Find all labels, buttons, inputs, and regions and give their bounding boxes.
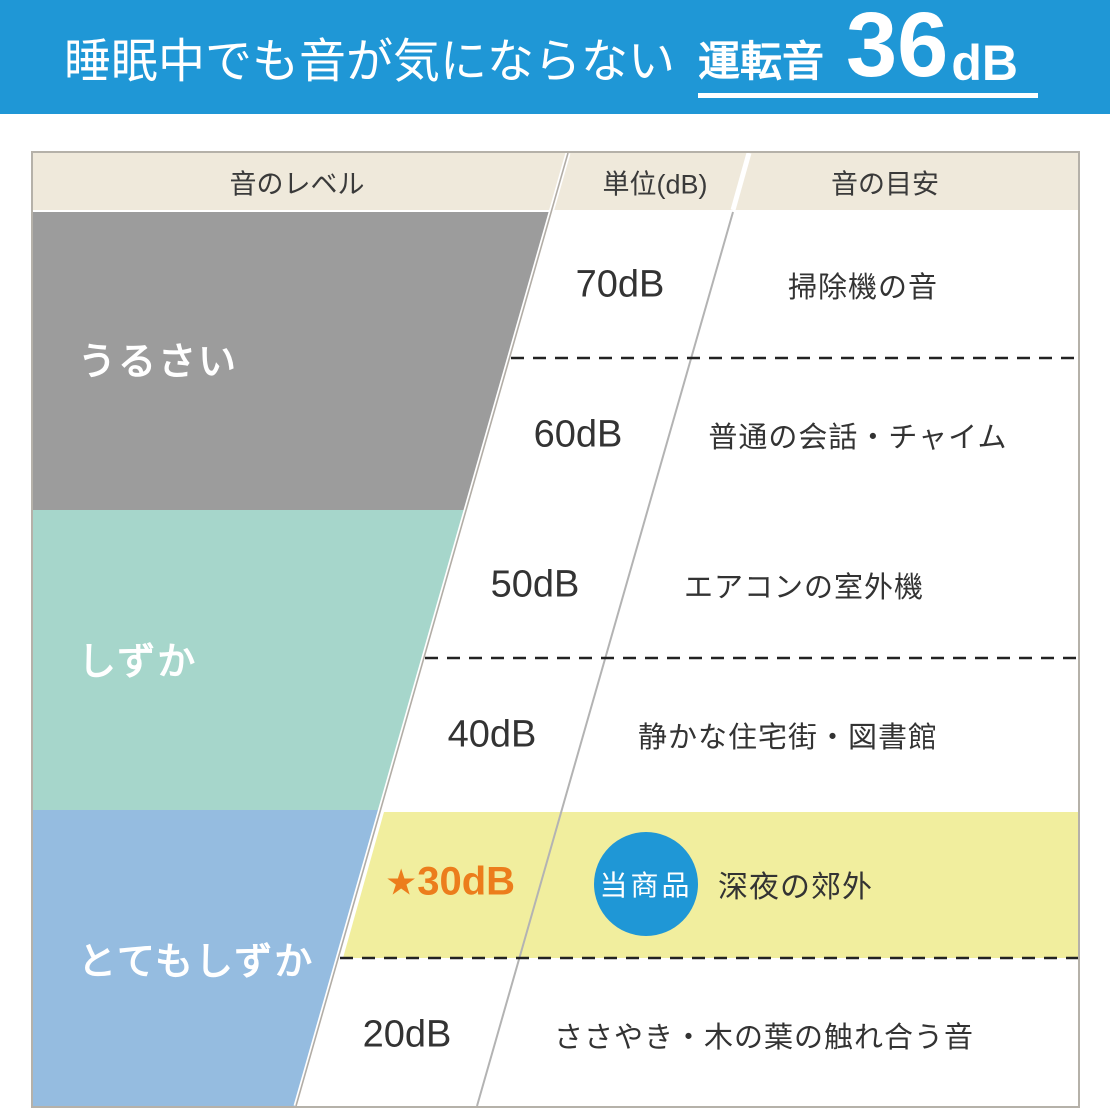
db-value-30-product: ★30dB (385, 860, 515, 905)
spec-unit: dB (951, 35, 1019, 91)
section-label-quiet: しずか (78, 641, 198, 684)
reference-library: 静かな住宅街・図書館 (637, 722, 939, 754)
spec-underline (698, 93, 1038, 98)
operating-sound-spec: 運転音 36 dB (698, 0, 1043, 96)
db-value-20: 20dB (362, 1013, 452, 1056)
section-very-quiet-shape (33, 810, 381, 1106)
product-highlight-band (343, 812, 1078, 958)
db-value-40: 40dB (447, 713, 537, 756)
banner-headline: 睡眠中でも音が気にならない (64, 34, 675, 88)
spec-label: 運転音 (698, 38, 825, 85)
reference-conversation: 普通の会話・チャイム (708, 422, 1008, 454)
star-icon: ★ (384, 861, 418, 903)
db-value-60: 60dB (533, 413, 623, 456)
spec-value: 36 (846, 0, 949, 96)
section-label-very-quiet: とてもしずか (78, 941, 315, 984)
column-header-sound-guide: 音の目安 (831, 169, 939, 200)
db-value-30: 30dB (417, 859, 516, 904)
reference-whisper-leaves: ささやき・木の葉の触れ合う音 (553, 1022, 975, 1054)
product-badge: 当商品 (594, 832, 698, 936)
product-badge-label: 当商品 (599, 870, 693, 901)
divider-1-core (295, 153, 569, 1106)
reference-outdoor-unit: エアコンの室外機 (683, 572, 925, 604)
section-noisy-shape (33, 212, 551, 510)
column-header-unit-db: 単位(dB) (602, 169, 708, 200)
section-quiet-shape (33, 510, 466, 810)
banner: 睡眠中でも音が気にならない 運転音 36 dB (0, 0, 1110, 114)
reference-midnight-suburb: 深夜の郊外 (718, 871, 873, 904)
table-background-shapes (33, 153, 1078, 1106)
divider-2-header (730, 153, 752, 211)
reference-vacuum: 掃除機の音 (787, 272, 939, 304)
noise-level-table: 音のレベル 単位(dB) 音の目安 うるさい しずか とてもしずか 70dB 6… (31, 151, 1080, 1108)
section-label-noisy: うるさい (78, 341, 239, 384)
db-value-70: 70dB (575, 263, 665, 306)
db-value-50: 50dB (490, 563, 580, 606)
column-header-sound-level: 音のレベル (229, 169, 365, 200)
